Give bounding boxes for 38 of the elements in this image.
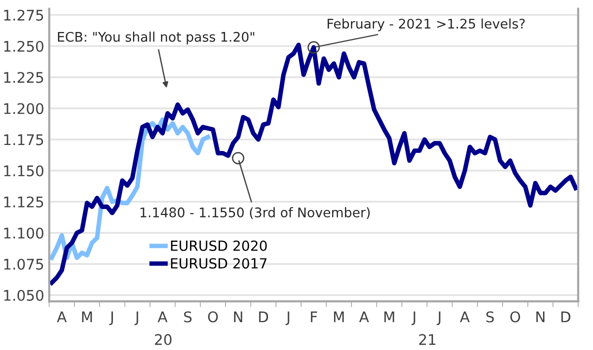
y-tick-label: 1.125 <box>4 196 44 208</box>
text: 21 <box>419 334 436 345</box>
y-tick-label: 1.100 <box>4 228 44 239</box>
x-tick-label: M <box>334 312 344 322</box>
x-tick-label: O <box>208 311 218 322</box>
x-tick-label: O <box>510 311 520 322</box>
x-tick-label: A <box>158 312 168 322</box>
text: 20 <box>155 334 172 346</box>
legend-label: EURUSD 2017 <box>171 258 267 269</box>
y-tick-label: 1.225 <box>4 72 44 83</box>
y-tick-label: 1.150 <box>4 165 44 176</box>
annotation: February - 2021 >1.25 levels? <box>328 18 525 32</box>
annotation: ECB: "You shall not pass 1.20" <box>58 32 254 44</box>
x-tick-label: J <box>109 312 113 326</box>
x-tick-label: N <box>234 312 242 322</box>
x-tick-label: F <box>310 312 318 322</box>
x-tick-label: S <box>184 311 192 322</box>
x-tick-label: J <box>286 312 290 326</box>
x-tick-label: A <box>359 312 369 322</box>
x-tick-label: A <box>56 312 67 322</box>
x-tick-label: S <box>486 311 494 322</box>
y-tick-label: 1.075 <box>4 258 44 270</box>
x-tick-label: D <box>259 312 268 322</box>
x-tick-label: J <box>412 312 416 326</box>
y-tick-label: 1.050 <box>4 290 44 301</box>
legend-label: EURUSD 2020 <box>171 240 267 251</box>
y-tick-label: 1.275 <box>4 10 44 21</box>
annotation: 1.1480 - 1.1550 (3rd of November) <box>140 207 370 219</box>
x-tick-label: A <box>460 312 470 322</box>
x-tick-label: M <box>82 312 92 322</box>
x-tick-label: M <box>384 312 394 322</box>
y-tick-label: 1.175 <box>4 134 44 146</box>
y-tick-label: 1.250 <box>4 40 44 52</box>
x-tick-label: D <box>561 312 570 322</box>
x-tick-label: J <box>134 312 138 326</box>
y-tick-label: 1.200 <box>4 103 44 114</box>
x-tick-label: N <box>536 312 544 322</box>
x-tick-label: J <box>436 312 440 326</box>
